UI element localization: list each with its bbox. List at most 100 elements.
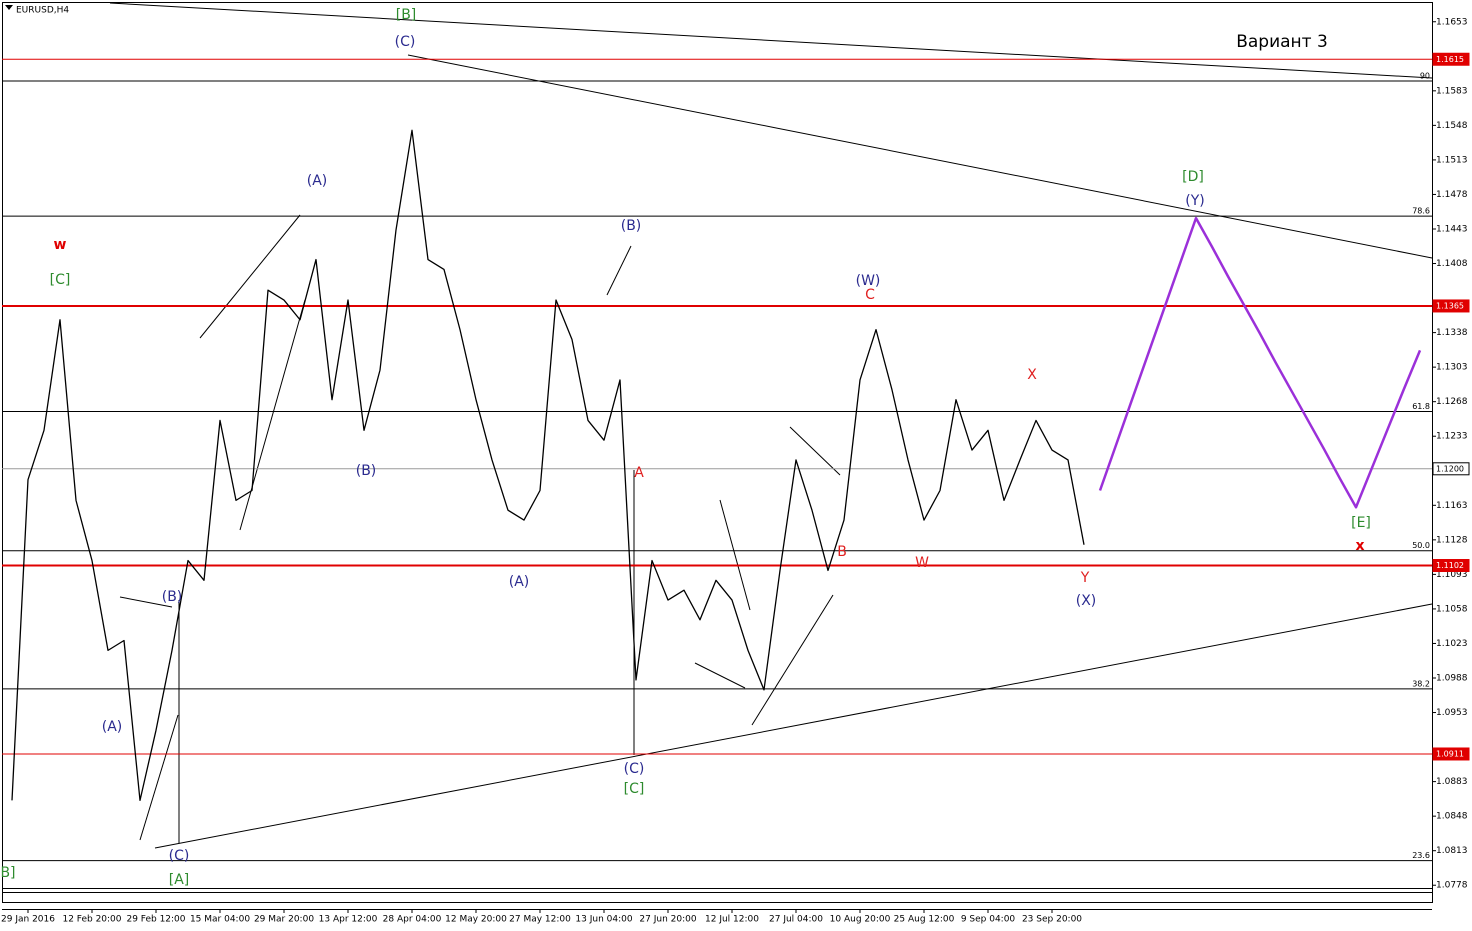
trendline: [139, 714, 179, 841]
y-tick-label: 1.0988: [1436, 674, 1468, 684]
y-tick-label: 1.0848: [1436, 812, 1468, 822]
price-box-label: 1.1615: [1436, 55, 1464, 64]
trendline: [719, 499, 751, 611]
y-tick-label: 1.1163: [1436, 501, 1468, 511]
trendline: [751, 594, 834, 726]
price-box-label: 1.1200: [1436, 464, 1464, 473]
y-tick-label: 1.0778: [1436, 881, 1468, 891]
fib-label: 38.2: [1412, 679, 1430, 688]
wave-label: [C]: [624, 781, 645, 797]
wave-label: B: [837, 544, 847, 560]
x-tick-label: 29 Feb 12:00: [126, 915, 185, 925]
trendline: [119, 596, 173, 608]
wave-label: (C): [395, 34, 416, 50]
wave-label: [B]: [396, 7, 417, 23]
wave-label: [A]: [169, 872, 190, 888]
fib-label: 50.0: [1412, 541, 1430, 550]
y-tick-label: 1.1023: [1436, 639, 1468, 649]
x-tick-label: 27 May 12:00: [509, 915, 571, 925]
trendline: [109, 2, 1433, 79]
x-tick-label: 12 Feb 20:00: [62, 915, 121, 925]
y-tick-label: 1.1478: [1436, 190, 1468, 200]
x-tick-label: 12 Jul 12:00: [705, 915, 759, 925]
y-tick-label: 1.1338: [1436, 328, 1468, 338]
x-tick-label: 23 Sep 20:00: [1022, 915, 1082, 925]
x-tick-label: 25 Aug 12:00: [894, 915, 955, 925]
wave-label: (A): [102, 719, 123, 735]
trendline: [154, 603, 1433, 849]
chart-title: EURUSD,H4: [16, 6, 69, 16]
wave-label: X: [1027, 367, 1037, 383]
wave-label: (A): [509, 574, 530, 590]
x-tick-label: 12 May 20:00: [445, 915, 507, 925]
x-tick-label: 29 Mar 20:00: [254, 915, 314, 925]
y-tick-label: 1.1058: [1436, 604, 1468, 614]
wave-label: C: [865, 287, 875, 303]
x-tick-label: 13 Apr 12:00: [319, 915, 378, 925]
wave-label: A: [634, 465, 644, 481]
wave-label: (C): [624, 761, 645, 777]
wave-label: (B): [162, 589, 183, 605]
wave-label: Y: [1080, 570, 1090, 586]
wave-label: x: [1355, 538, 1364, 554]
y-tick-label: 1.1268: [1436, 397, 1468, 407]
trendline: [199, 214, 301, 339]
x-tick-label: 27 Jun 20:00: [639, 915, 696, 925]
wave-label: (B): [356, 463, 377, 479]
fib-label: 78.6: [1412, 207, 1430, 216]
wave-label: [C]: [50, 272, 71, 288]
wave-label: B]: [0, 865, 15, 881]
wave-label: (C): [169, 848, 190, 864]
x-tick-label: 13 Jun 04:00: [575, 915, 632, 925]
fib-label: 23.6: [1412, 851, 1430, 860]
y-tick-label: 1.1408: [1436, 259, 1468, 269]
trendline: [407, 54, 1433, 259]
trendline: [789, 426, 841, 476]
x-tick-label: 9 Sep 04:00: [961, 915, 1016, 925]
price-box-label: 1.0911: [1436, 749, 1464, 758]
y-tick-label: 1.1443: [1436, 224, 1468, 234]
y-tick-label: 1.0953: [1436, 708, 1468, 718]
wave-label: (X): [1076, 593, 1097, 609]
price-box: [1432, 52, 1470, 66]
price-box: [1432, 462, 1470, 476]
price-box-label: 1.1102: [1436, 561, 1464, 570]
y-tick-label: 1.1233: [1436, 432, 1468, 442]
x-tick-label: 27 Jul 04:00: [769, 915, 823, 925]
wave-label: (Y): [1185, 193, 1204, 209]
fib-label: 61.8: [1412, 402, 1430, 411]
y-tick-label: 1.1303: [1436, 363, 1468, 373]
x-tick-label: 28 Apr 04:00: [383, 915, 442, 925]
wave-label: (A): [307, 173, 328, 189]
series-line: [11, 129, 1085, 802]
wave-label: (W): [856, 273, 881, 289]
wave-label: (B): [621, 218, 642, 234]
wave-label: [D]: [1182, 169, 1204, 185]
y-tick-label: 1.1583: [1436, 86, 1468, 96]
price-box: [1432, 299, 1470, 313]
y-tick-label: 1.1548: [1436, 121, 1468, 131]
trendline: [694, 662, 746, 689]
trendlines: [109, 2, 1433, 849]
y-tick-label: 1.1093: [1436, 570, 1468, 580]
wave-label: w: [54, 237, 67, 253]
variant-note: Вариант 3: [1236, 32, 1328, 52]
trendline: [606, 245, 632, 296]
price-box-label: 1.1365: [1436, 301, 1464, 310]
x-tick-label: 15 Mar 04:00: [190, 915, 250, 925]
wave-label: W: [915, 555, 929, 571]
price-box: [1432, 747, 1470, 761]
y-tick-label: 1.1128: [1436, 535, 1468, 545]
y-tick-label: 1.0813: [1436, 846, 1468, 856]
y-tick-label: 1.0883: [1436, 777, 1468, 787]
x-tick-label: 29 Jan 2016: [1, 915, 55, 925]
y-tick-label: 1.1513: [1436, 155, 1468, 165]
y-tick-label: 1.1653: [1436, 17, 1468, 27]
price-box: [1432, 559, 1470, 572]
symbol-icon: [5, 5, 13, 10]
fib-label: 90: [1420, 71, 1430, 80]
series-line: [1098, 216, 1422, 509]
x-tick-label: 10 Aug 20:00: [830, 915, 891, 925]
